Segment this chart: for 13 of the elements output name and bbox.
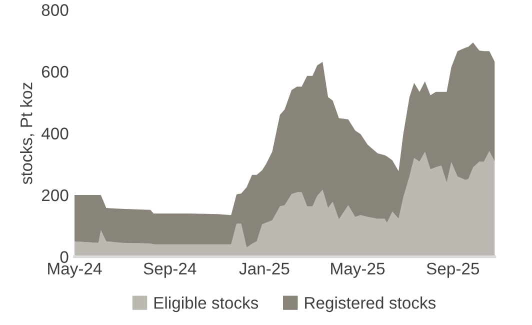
x-tick-label: May-25 bbox=[331, 262, 385, 278]
y-axis-title: stocks, Pt koz bbox=[20, 82, 34, 184]
x-tick-label: May-24 bbox=[48, 262, 102, 278]
y-tick-label: 600 bbox=[42, 66, 68, 78]
y-tick-label: 200 bbox=[42, 189, 68, 202]
legend-label: Eligible stocks bbox=[154, 296, 258, 312]
y-tick-label: 0 bbox=[60, 251, 68, 263]
legend-label: Registered stocks bbox=[305, 296, 436, 312]
y-tick-label: 400 bbox=[42, 128, 68, 140]
y-tick-label: 800 bbox=[42, 4, 68, 16]
x-tick-label: Jan-25 bbox=[239, 262, 290, 275]
x-tick-label: Sep-24 bbox=[144, 262, 196, 278]
x-tick-label: Sep-25 bbox=[426, 262, 480, 278]
